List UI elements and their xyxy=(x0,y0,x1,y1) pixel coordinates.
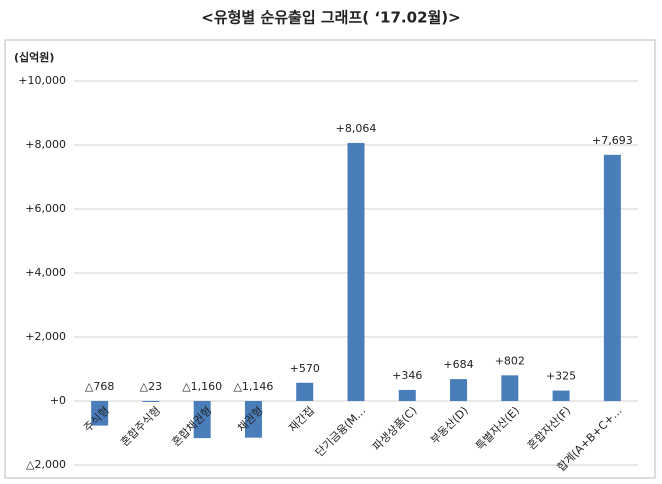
y-tick-label: +4,000 xyxy=(25,266,66,279)
value-label: △1,146 xyxy=(233,380,273,393)
bar xyxy=(91,401,109,426)
value-label: +346 xyxy=(392,369,422,382)
y-tick-label: +6,000 xyxy=(25,202,66,215)
value-label: △23 xyxy=(140,380,162,393)
chart-frame xyxy=(4,39,656,479)
bar xyxy=(398,389,416,401)
x-tick-label: 부동산(D) xyxy=(428,404,471,447)
bar xyxy=(450,379,468,401)
value-label: +570 xyxy=(290,362,320,375)
bar xyxy=(501,375,519,401)
value-label: +8,064 xyxy=(336,122,377,135)
x-tick-label: 파생상품(C) xyxy=(370,404,419,453)
y-tick-label: +2,000 xyxy=(25,330,66,343)
bar xyxy=(552,390,570,401)
y-tick-label: +0 xyxy=(50,394,66,407)
bar xyxy=(193,401,211,439)
value-label: +7,693 xyxy=(592,134,633,147)
y-tick-label: +10,000 xyxy=(18,74,66,87)
bar xyxy=(142,401,160,402)
chart-title: <유형별 순유출입 그래프( ‘17.02월)> xyxy=(201,9,460,27)
value-label: △768 xyxy=(85,380,114,393)
x-tick-label: 혼합주식형 xyxy=(118,404,163,449)
bar xyxy=(296,382,314,401)
bar xyxy=(603,154,621,401)
y-tick-label: +8,000 xyxy=(25,138,66,151)
value-label: △1,160 xyxy=(182,380,222,393)
x-tick-label: 특별자산(E) xyxy=(473,404,522,453)
value-label: +684 xyxy=(443,358,473,371)
y-axis-label: (십억원) xyxy=(14,50,54,64)
bar xyxy=(347,142,365,401)
bar xyxy=(244,401,262,438)
x-tick-label: 단기금융(M… xyxy=(313,404,368,459)
y-tick-label: △2,000 xyxy=(26,458,66,471)
value-label: +325 xyxy=(546,370,576,383)
x-tick-label: 혼합자산(F) xyxy=(525,404,573,452)
x-tick-label: 재간접 xyxy=(286,404,317,435)
value-label: +802 xyxy=(495,354,525,367)
